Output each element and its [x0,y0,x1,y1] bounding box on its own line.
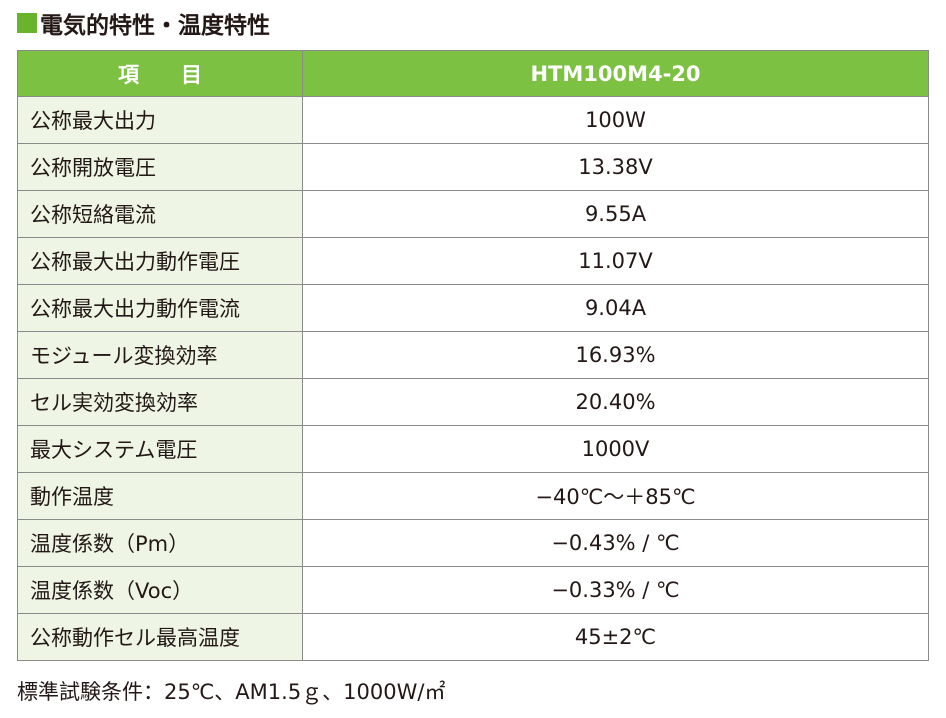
value-cell: 45±2℃ [302,613,929,661]
table-body: 公称最大出力 100W 公称開放電圧 13.38V 公称短絡電流 9.55A 公称最大出力動… [17,96,929,661]
table-row: セル実効変換効率 20.40% [17,378,929,426]
value-cell: 20.40% [302,378,929,426]
item-cell: 公称開放電圧 [17,143,303,191]
item-cell: 公称最大出力 [17,96,303,144]
table-row: 最大システム電圧 1000V [17,425,929,473]
header-row: 項 目 HTM100M4-20 [17,50,929,97]
column-header: HTM100M4-20 [302,50,929,97]
item-cell: 最大システム電圧 [17,425,303,473]
value-cell: 9.04A [302,284,929,332]
item-cell: 温度係数（Voc） [17,566,303,614]
item-cell: 公称最大出力動作電流 [17,284,303,332]
column-header: 項 目 [17,50,303,97]
table-row: モジュール変換効率 16.93% [17,331,929,379]
item-cell: 温度係数（Pm） [17,519,303,567]
table-row: 公称最大出力動作電流 9.04A [17,284,929,332]
value-cell: 13.38V [302,143,929,191]
value-cell: 11.07V [302,237,929,285]
value-cell: −0.43% / ℃ [302,519,929,567]
item-cell: 公称動作セル最高温度 [17,613,303,661]
value-cell: 9.55A [302,190,929,238]
section-title: 電気的特性・温度特性 [17,6,270,40]
table-row: 公称開放電圧 13.38V [17,143,929,191]
value-cell: −0.33% / ℃ [302,566,929,614]
footnote: 標準試験条件：25℃、AM1.5ｇ、1000W/㎡ [17,680,446,704]
title-text: 電気的特性・温度特性 [40,13,270,39]
title-marker [17,13,37,33]
table-row: 公称動作セル最高温度 45±2℃ [17,613,929,661]
spec-table: 項 目 HTM100M4-20 公称最大出力 100W 公称開放電圧 13.38V 公称… [17,50,929,661]
item-cell: 公称短絡電流 [17,190,303,238]
value-cell: 1000V [302,425,929,473]
table-row: 公称短絡電流 9.55A [17,190,929,238]
table-row: 公称最大出力動作電圧 11.07V [17,237,929,285]
value-cell: 16.93% [302,331,929,379]
table-row: 動作温度 −40℃～＋85℃ [17,472,929,520]
table-row: 温度係数（Voc） −0.33% / ℃ [17,566,929,614]
item-cell: 公称最大出力動作電圧 [17,237,303,285]
item-cell: モジュール変換効率 [17,331,303,379]
value-cell: 100W [302,96,929,144]
item-cell: セル実効変換効率 [17,378,303,426]
table-row: 温度係数（Pm） −0.43% / ℃ [17,519,929,567]
table-row: 公称最大出力 100W [17,96,929,144]
value-cell: −40℃～＋85℃ [302,472,929,520]
item-cell: 動作温度 [17,472,303,520]
